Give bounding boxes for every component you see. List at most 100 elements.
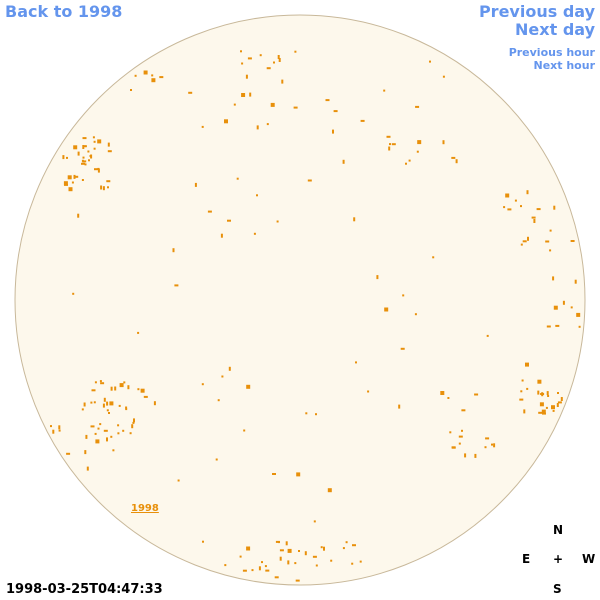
feature-dot <box>153 401 156 406</box>
feature-dot <box>545 406 548 409</box>
feature-dot <box>81 179 84 181</box>
feature-dot <box>117 424 120 427</box>
feature-dot <box>245 74 248 79</box>
feature-dot <box>266 67 271 70</box>
previous-hour-link[interactable]: Previous hour <box>508 46 595 59</box>
feature-dot <box>71 181 74 184</box>
feature-dot <box>174 284 179 287</box>
feature-dot <box>90 401 93 404</box>
feature-dot <box>574 279 577 284</box>
feature-dot <box>278 541 280 544</box>
feature-dot <box>132 421 135 424</box>
feature-dot <box>102 186 105 191</box>
feature-dot <box>389 143 391 146</box>
feature-dot <box>88 159 90 162</box>
feature-dot <box>553 205 556 210</box>
feature-dot <box>294 50 297 53</box>
feature-dot <box>140 388 145 393</box>
feature-dot <box>109 401 114 406</box>
feature-dot <box>123 381 126 384</box>
feature-dot <box>62 155 65 160</box>
feature-dot <box>464 453 467 458</box>
feature-dot <box>207 210 212 213</box>
feature-dot <box>92 136 95 139</box>
feature-dot <box>52 429 55 434</box>
feature-dot <box>527 236 529 241</box>
feature-dot <box>352 544 356 547</box>
feature-dot <box>127 385 130 390</box>
feature-dot <box>345 541 348 544</box>
feature-dot <box>451 156 456 159</box>
feature-dot <box>538 411 543 414</box>
feature-dot <box>386 135 391 138</box>
feature-dot <box>247 57 252 60</box>
feature-dot <box>327 488 332 493</box>
feature-dot <box>215 458 218 461</box>
feature-dot <box>159 76 164 79</box>
previous-day-link[interactable]: Previous day <box>478 2 595 21</box>
feature-dot <box>383 89 386 92</box>
feature-dot <box>94 381 97 384</box>
feature-dot <box>298 550 300 552</box>
feature-dot <box>274 576 279 579</box>
feature-dot <box>293 106 298 109</box>
feature-dot <box>63 181 68 186</box>
feature-dot <box>542 412 546 415</box>
feature-dot <box>526 190 529 195</box>
feature-dot <box>551 405 555 410</box>
feature-dot <box>417 140 422 145</box>
feature-dot <box>304 551 307 556</box>
feature-dot <box>560 397 563 401</box>
feature-dot <box>342 547 345 550</box>
feature-dot <box>557 392 559 394</box>
back-link[interactable]: Back to 1998 <box>5 2 123 21</box>
feature-dot <box>461 429 463 432</box>
feature-dot <box>332 129 334 134</box>
feature-dot <box>103 397 106 402</box>
feature-dot <box>91 389 96 392</box>
feature-dot <box>270 102 275 107</box>
feature-dot <box>359 560 362 563</box>
feature-dot <box>97 168 100 173</box>
feature-dot <box>275 540 280 543</box>
feature-dot <box>391 143 396 146</box>
feature-dot <box>122 429 125 432</box>
feature-dot <box>239 555 242 558</box>
feature-dot <box>353 217 356 222</box>
feature-dot <box>151 74 154 77</box>
feature-dot <box>553 305 558 310</box>
feature-dot <box>458 442 461 445</box>
feature-dot <box>90 154 93 159</box>
feature-dot <box>114 386 117 391</box>
feature-dot <box>416 150 419 153</box>
feature-dot <box>296 472 301 477</box>
feature-dot <box>177 479 180 482</box>
feature-dot <box>258 566 261 571</box>
feature-dot <box>557 401 562 404</box>
next-day-link[interactable]: Next day <box>515 20 595 39</box>
feature-dot <box>117 432 120 435</box>
feature-dot <box>87 150 90 153</box>
next-hour-link[interactable]: Next hour <box>533 59 596 72</box>
feature-dot <box>100 185 103 190</box>
feature-dot <box>503 206 506 209</box>
feature-dot <box>414 313 417 316</box>
feature-dot <box>486 334 489 337</box>
feature-dot <box>521 379 524 382</box>
feature-dot <box>285 541 288 546</box>
feature-dot <box>277 55 280 59</box>
feature-dot <box>97 167 100 170</box>
feature-dot <box>360 119 365 122</box>
feature-dot <box>539 402 544 407</box>
feature-dot <box>99 423 102 426</box>
disk-label-link[interactable]: 1998 <box>131 503 159 514</box>
feature-dot <box>405 162 407 165</box>
feature-dot <box>253 232 256 235</box>
feature-dot <box>415 105 420 108</box>
feature-dot <box>333 110 338 113</box>
feature-dot <box>201 125 204 128</box>
feature-dot <box>112 449 115 452</box>
feature-dot <box>241 62 244 65</box>
feature-dot <box>202 540 204 543</box>
feature-dot <box>82 145 85 149</box>
